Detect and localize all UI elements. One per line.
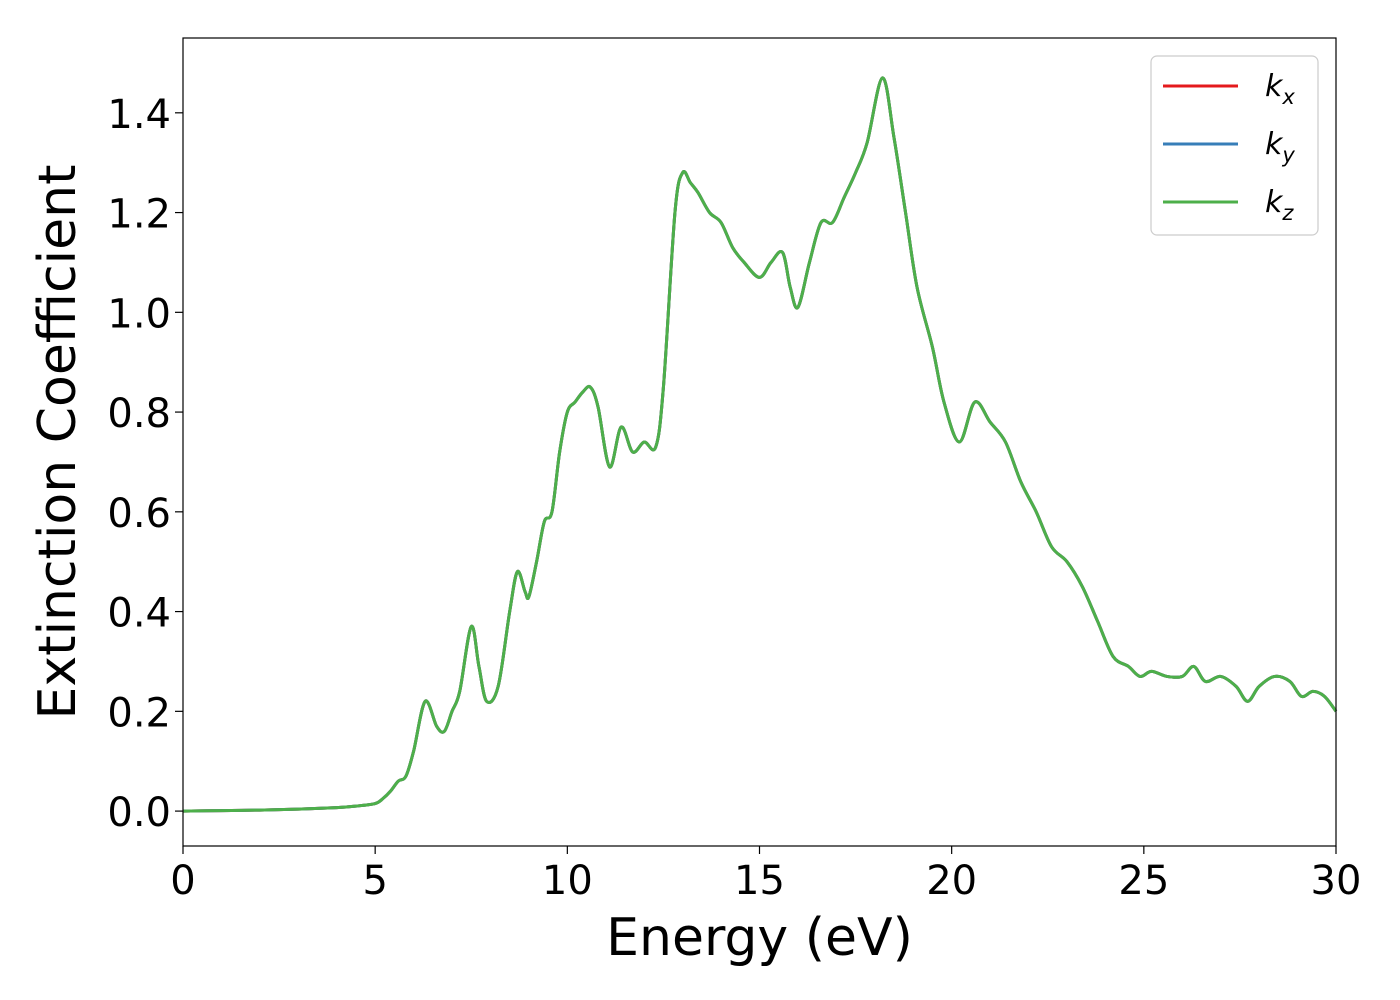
- legend-label-base: k: [1265, 185, 1284, 220]
- y-tick-label: 1.2: [107, 192, 171, 238]
- y-tick-label: 0.4: [107, 591, 171, 637]
- x-tick-label: 15: [734, 858, 785, 904]
- legend-label-subscript: z: [1281, 201, 1294, 225]
- legend-label-subscript: x: [1281, 85, 1295, 109]
- x-tick-label: 10: [542, 858, 593, 904]
- y-tick-label: 0.0: [107, 790, 171, 836]
- legend-label-ky: ky: [1265, 127, 1295, 167]
- legend-label-kz: kz: [1265, 185, 1294, 225]
- y-tick-label: 0.6: [107, 491, 171, 537]
- series-line-kz: [182, 76, 1338, 813]
- y-axis-label: Extinction Coefficient: [28, 165, 88, 720]
- y-tick-label: 1.0: [107, 291, 171, 337]
- x-tick-label: 30: [1311, 858, 1362, 904]
- x-tick-label: 20: [926, 858, 977, 904]
- legend-label-subscript: y: [1281, 143, 1295, 167]
- x-tick-label: 0: [170, 858, 195, 904]
- ticks-layer: 0 5 10 15 20 25 30 0.0 0.2 0.4 0.6 0.8 1.0 1.2 1.4: [107, 92, 1361, 904]
- legend-label-base: k: [1265, 69, 1284, 104]
- y-tick-label: 0.2: [107, 690, 171, 736]
- series-layer: [182, 76, 1338, 813]
- y-tick-label: 0.8: [107, 391, 171, 437]
- y-tick-label: 1.4: [107, 92, 171, 138]
- legend-label-kx: kx: [1265, 69, 1295, 109]
- legend-label-base: k: [1265, 127, 1284, 162]
- x-axis-label: Energy (eV): [606, 908, 913, 968]
- x-tick-label: 5: [362, 858, 387, 904]
- x-tick-label: 25: [1118, 858, 1169, 904]
